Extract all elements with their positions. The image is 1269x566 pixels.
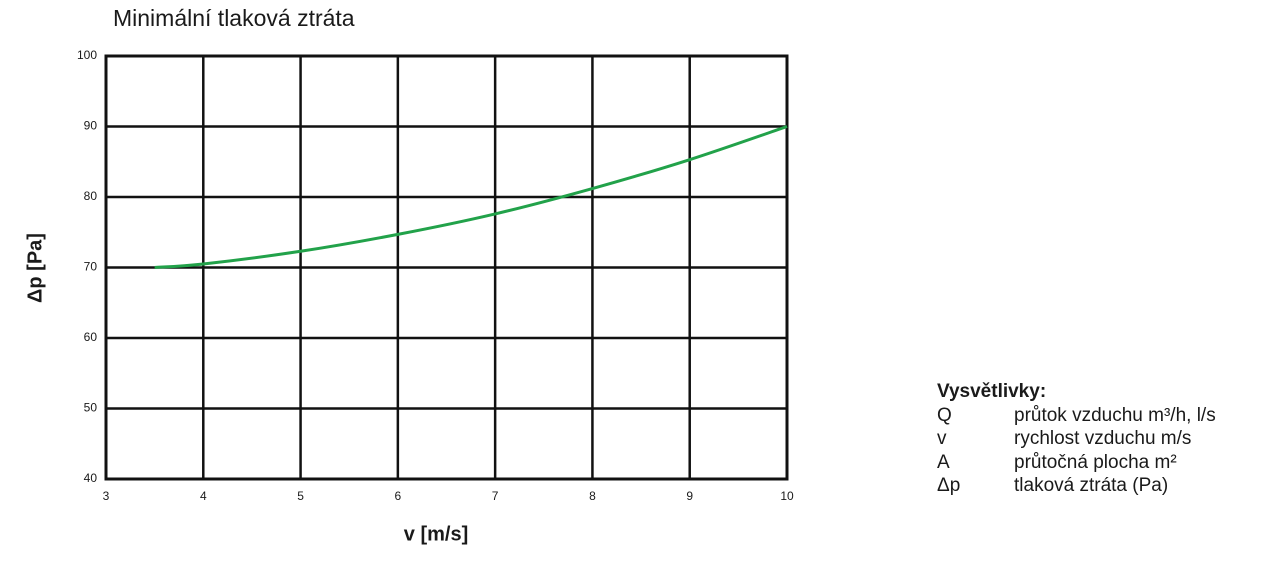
notes-symbol: v	[937, 428, 947, 449]
x-tick-label: 9	[686, 489, 693, 503]
data-line	[154, 125, 788, 269]
y-tick-label: 70	[84, 260, 98, 274]
x-tick-label: 6	[395, 489, 402, 503]
y-tick-label: 50	[84, 401, 98, 415]
x-tick-label: 4	[200, 489, 207, 503]
y-tick-label: 40	[84, 471, 98, 485]
x-axis-label: v [m/s]	[404, 523, 468, 545]
x-tick-label: 5	[297, 489, 304, 503]
y-tick-label: 100	[77, 48, 97, 62]
notes-symbol: Δp	[937, 475, 961, 496]
x-tick-label: 10	[780, 489, 794, 503]
y-tick-label: 80	[84, 189, 98, 203]
notes-description: průtok vzduchu m³/h, l/s	[1014, 404, 1216, 426]
notes-symbol: A	[937, 451, 950, 473]
notes-description: průtočná plocha m²	[1014, 451, 1177, 473]
y-axis-label: Δp [Pa]	[24, 233, 46, 303]
x-tick-label: 8	[589, 489, 596, 503]
notes-description: tlaková ztráta (Pa)	[1014, 475, 1169, 496]
y-tick-label: 90	[84, 119, 98, 133]
notes-title: Vysvětlivky:	[937, 381, 1047, 402]
x-tick-label: 7	[492, 489, 499, 503]
notes-symbol: Q	[937, 404, 952, 426]
notes-row: Δp tlaková ztráta (Pa)	[937, 474, 1216, 498]
plot-frame	[104, 54, 789, 481]
y-tick-label: 60	[84, 330, 98, 344]
notes-row: v rychlost vzduchu m/s	[937, 427, 1216, 451]
x-tick-label: 3	[103, 489, 110, 503]
notes-description: rychlost vzduchu m/s	[1014, 428, 1192, 449]
chart-title: Minimální tlaková ztráta	[113, 5, 355, 31]
